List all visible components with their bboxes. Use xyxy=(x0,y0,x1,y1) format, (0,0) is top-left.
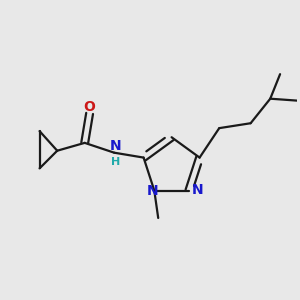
Text: H: H xyxy=(110,158,120,167)
Text: N: N xyxy=(109,139,121,153)
Text: N: N xyxy=(146,184,158,199)
Text: O: O xyxy=(84,100,95,113)
Text: N: N xyxy=(192,182,203,197)
